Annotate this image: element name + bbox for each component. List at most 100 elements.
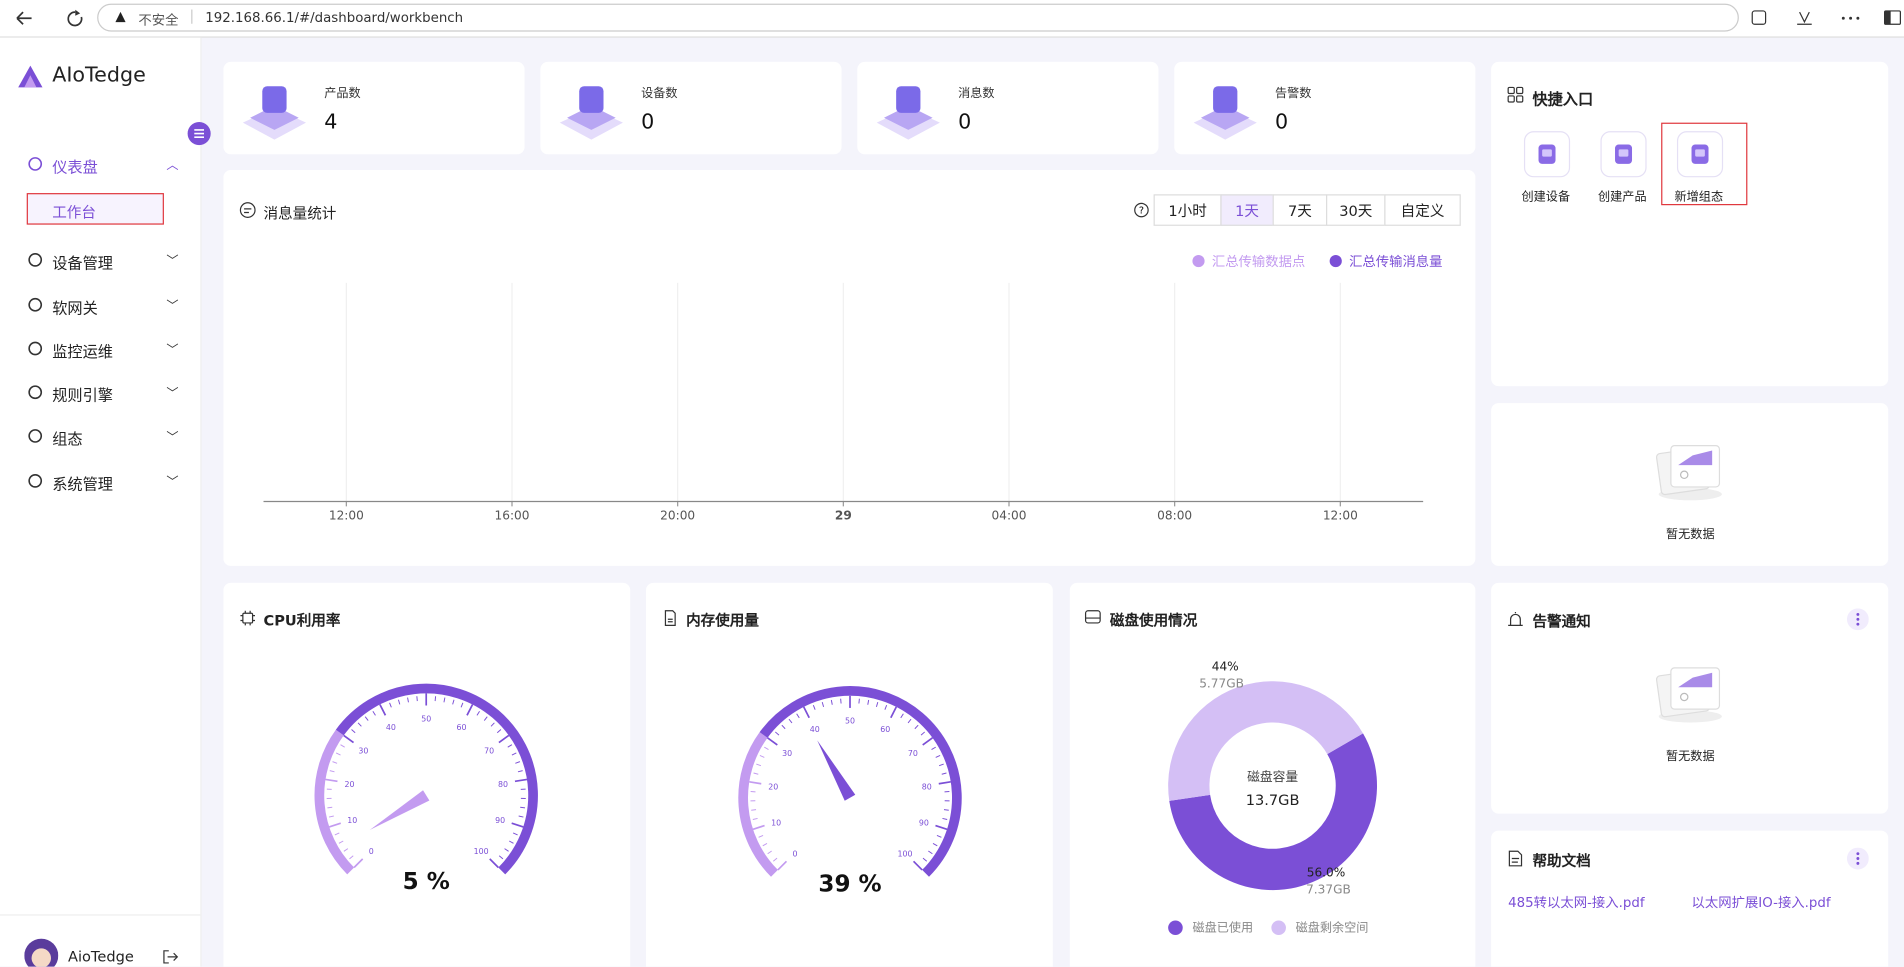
gauge-minor-tick xyxy=(477,711,480,715)
gauge-tick xyxy=(804,707,810,718)
gauge-minor-tick xyxy=(520,807,525,808)
gauge-minor-tick xyxy=(509,841,513,843)
gauge-minor-tick xyxy=(942,818,947,819)
gauge-value: 5 % xyxy=(403,869,450,895)
gauge-tick xyxy=(344,735,354,742)
gauge-minor-tick xyxy=(937,835,941,837)
gauge-minor-tick xyxy=(341,745,345,747)
gauge-minor-tick xyxy=(885,705,887,710)
gauge-tick xyxy=(512,823,524,827)
gauge-minor-tick xyxy=(484,717,487,721)
gauge-tick-label: 30 xyxy=(358,746,368,755)
segment-size: 7.37GB xyxy=(1306,883,1351,897)
gauge-minor-tick xyxy=(444,698,445,703)
gauge-minor-tick xyxy=(797,714,800,718)
gauge-minor-tick xyxy=(453,700,454,705)
gauge-minor-tick xyxy=(373,711,376,715)
gauge-minor-tick xyxy=(764,747,768,749)
segment-percent: 44% xyxy=(1212,659,1239,673)
gauge-minor-tick xyxy=(751,810,756,811)
donut-center-value: 13.7GB xyxy=(1246,792,1300,809)
gauge-minor-tick xyxy=(352,730,356,733)
gauge-tick xyxy=(467,704,473,715)
gauge-minor-tick xyxy=(390,703,392,708)
gauge-minor-tick xyxy=(942,773,947,774)
gauge-minor-tick xyxy=(759,835,763,837)
gauge-tick xyxy=(778,861,787,870)
gauge-minor-tick xyxy=(336,753,340,755)
gauge-minor-tick xyxy=(868,700,869,705)
gauge-needle xyxy=(370,790,430,830)
gauge-minor-tick xyxy=(768,851,772,854)
gauge-minor-tick xyxy=(756,764,761,766)
gauge-minor-tick xyxy=(339,841,343,843)
gauge-tick-label: 20 xyxy=(344,780,354,789)
gauge-minor-tick xyxy=(754,773,759,774)
gauge-minor-tick xyxy=(461,703,463,708)
gauge-minor-tick xyxy=(519,816,524,817)
gauge-tick-label: 100 xyxy=(474,847,489,856)
gauge-minor-tick xyxy=(365,717,368,721)
gauge-minor-tick xyxy=(398,700,399,705)
gauge-tick-label: 70 xyxy=(484,746,494,755)
gauge-tick xyxy=(753,826,765,830)
gauge-minor-tick xyxy=(876,702,877,707)
gauge-minor-tick xyxy=(753,818,758,819)
segment-size: 5.77GB xyxy=(1199,676,1244,690)
gauge-minor-tick xyxy=(908,719,911,723)
legend-label: 磁盘已使用 xyxy=(1192,919,1253,934)
gauge-tick-label: 10 xyxy=(347,816,357,825)
gauge-minor-tick xyxy=(915,725,918,729)
gauge-tick-label: 0 xyxy=(793,849,798,858)
gauge-minor-tick xyxy=(773,858,777,861)
gauge-needle xyxy=(817,740,855,801)
gauge-minor-tick xyxy=(333,762,338,764)
gauge-minor-tick xyxy=(789,719,792,723)
legend-marker xyxy=(1168,920,1183,935)
gauge-tick xyxy=(499,735,509,742)
gauge-minor-tick xyxy=(512,753,516,755)
gauge-minor-tick xyxy=(760,755,764,757)
gauge-minor-tick xyxy=(513,833,517,835)
gauge-minor-tick xyxy=(831,700,832,705)
gauge-tick-label: 40 xyxy=(810,725,820,734)
gauge-minor-tick xyxy=(505,849,509,852)
gauge-minor-tick xyxy=(923,858,927,861)
gauge-tick xyxy=(325,779,337,781)
gauge-tick xyxy=(923,738,933,745)
gauge-tick xyxy=(490,859,499,868)
gauge-tick-label: 100 xyxy=(897,849,912,858)
gauge-minor-tick xyxy=(936,755,940,757)
gauge-minor-tick xyxy=(408,698,409,703)
gauge-tick-label: 90 xyxy=(919,818,929,827)
segment-percent: 56.0% xyxy=(1307,866,1346,880)
gauge-tick xyxy=(515,779,527,781)
gauge-minor-tick xyxy=(499,856,503,859)
gauge-minor-tick xyxy=(782,725,785,729)
gauge-minor-tick xyxy=(518,771,523,772)
donut-center-label: 磁盘容量 xyxy=(1247,769,1298,785)
gauge-minor-tick xyxy=(497,730,501,733)
gauge-tick-label: 20 xyxy=(768,782,778,791)
gauge-minor-tick xyxy=(901,714,904,718)
gauge-minor-tick xyxy=(327,807,332,808)
gauge-tick xyxy=(767,738,777,745)
gauge-minor-tick xyxy=(932,747,936,749)
gauge-tick-label: 80 xyxy=(498,780,508,789)
gauge-tick xyxy=(354,859,363,868)
gauge-tick-label: 80 xyxy=(922,782,932,791)
gauge-minor-tick xyxy=(939,764,944,766)
gauge-minor-tick xyxy=(775,732,779,735)
gauge-tick xyxy=(914,861,923,870)
gauge-minor-tick xyxy=(344,849,348,852)
gauge-minor-tick xyxy=(813,705,815,710)
gauge-minor-tick xyxy=(928,851,932,854)
gauge-tick-label: 0 xyxy=(369,847,374,856)
gauge-minor-tick xyxy=(335,833,339,835)
gauge-value: 39 % xyxy=(818,871,881,897)
gauge-tick-label: 40 xyxy=(386,723,396,732)
gauge-minor-tick xyxy=(491,723,494,727)
gauge-minor-tick xyxy=(508,745,512,747)
gauge-minor-tick xyxy=(515,762,520,764)
